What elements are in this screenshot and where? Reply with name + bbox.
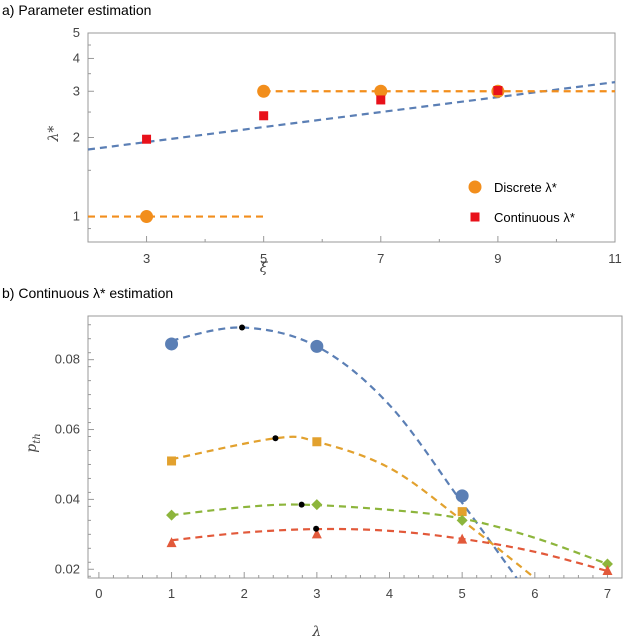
y-tick-label-1: 1 [73, 209, 80, 224]
point-series-2-x1 [166, 509, 178, 521]
b-y-tick-label-2: 0.06 [55, 422, 80, 437]
continuous-point-3 [142, 134, 152, 144]
curve-series-3 [171, 527, 608, 573]
continuous-point-5 [259, 111, 269, 121]
panel-b-ylabel-sub: th [32, 433, 43, 443]
point-series-1-x5 [457, 507, 467, 517]
curve-series-1 [171, 435, 536, 578]
x-tick-label-11: 11 [608, 251, 622, 266]
y-tick-label-2: 2 [73, 130, 80, 145]
panel-b-ylabel: pth [24, 433, 43, 452]
point-series-3-x3 [311, 528, 322, 539]
panel-b-marks [165, 324, 613, 576]
legend-label-continuous: Continuous λ* [494, 210, 575, 225]
legend: Discrete λ* Continuous λ* [468, 180, 575, 225]
curve-series-0 [171, 326, 518, 578]
legend-label-discrete: Discrete λ* [494, 180, 557, 195]
panel-b-axes: 0 1 2 3 4 5 6 7 0.02 0.04 0.06 0.08 [55, 324, 611, 601]
panel-a-marks [140, 84, 505, 224]
panel-a-ylabel: λ* [46, 126, 62, 143]
point-series-2-x7 [601, 558, 613, 570]
panel-b-frame [87, 315, 623, 579]
b-x-tick-label-5: 5 [459, 586, 466, 601]
b-y-tick-label-0: 0.02 [55, 561, 80, 576]
point-series-2-x5 [456, 514, 468, 526]
b-y-tick-label-3: 0.08 [55, 352, 80, 367]
b-x-tick-label-0: 0 [95, 586, 102, 601]
point-series-0-x5 [455, 489, 469, 503]
panel-a-title: a) Parameter estimation [2, 2, 151, 18]
point-series-0-x1 [165, 337, 179, 351]
x-tick-label-5: 5 [260, 251, 267, 266]
y-tick-label-3: 3 [73, 83, 80, 98]
panel-a-xlabel: ξ [260, 260, 269, 276]
point-series-3-x5 [457, 533, 468, 544]
x-tick-label-9: 9 [494, 251, 501, 266]
legend-marker-continuous [470, 212, 480, 222]
b-x-tick-label-3: 3 [313, 586, 320, 601]
optimum-dot-series-0 [239, 324, 246, 331]
panel-b-ylabel-main: p [24, 444, 40, 453]
point-series-1-x1 [167, 456, 177, 466]
x-tick-label-7: 7 [377, 251, 384, 266]
b-x-tick-label-1: 1 [168, 586, 175, 601]
continuous-point-7 [376, 95, 386, 105]
b-x-tick-label-6: 6 [531, 586, 538, 601]
panel-b-xlabel: λ [311, 624, 321, 640]
continuous-point-9 [493, 86, 503, 96]
optimum-dot-series-2 [298, 501, 305, 508]
panel-b: b) Continuous λ* estimation 0 1 2 3 4 5 6 7 0.02… [2, 285, 623, 640]
discrete-point-5 [257, 84, 271, 98]
b-y-tick-label-1: 0.04 [55, 491, 80, 506]
point-series-3-x7 [602, 565, 613, 576]
discrete-point-7 [374, 84, 388, 98]
legend-marker-discrete [468, 180, 482, 194]
optimum-dot-series-1 [272, 435, 279, 442]
continuous-fit-line [87, 81, 616, 151]
point-series-1-x3 [312, 437, 322, 447]
point-series-2-x3 [311, 499, 323, 511]
panel-b-title: b) Continuous λ* estimation [2, 285, 173, 301]
discrete-point-3 [140, 210, 154, 224]
x-tick-label-3: 3 [143, 251, 150, 266]
curve-series-2 [171, 503, 608, 566]
b-x-tick-label-4: 4 [386, 586, 393, 601]
y-tick-label-5: 5 [73, 25, 80, 40]
panel-a-lines [87, 81, 616, 218]
y-tick-label-4: 4 [73, 50, 80, 65]
panel-b-curves [171, 326, 608, 578]
point-series-0-x3 [310, 339, 324, 353]
b-x-tick-label-2: 2 [241, 586, 248, 601]
point-series-3-x1 [166, 537, 177, 548]
b-x-tick-label-7: 7 [604, 586, 611, 601]
optimum-dot-series-3 [313, 525, 320, 532]
